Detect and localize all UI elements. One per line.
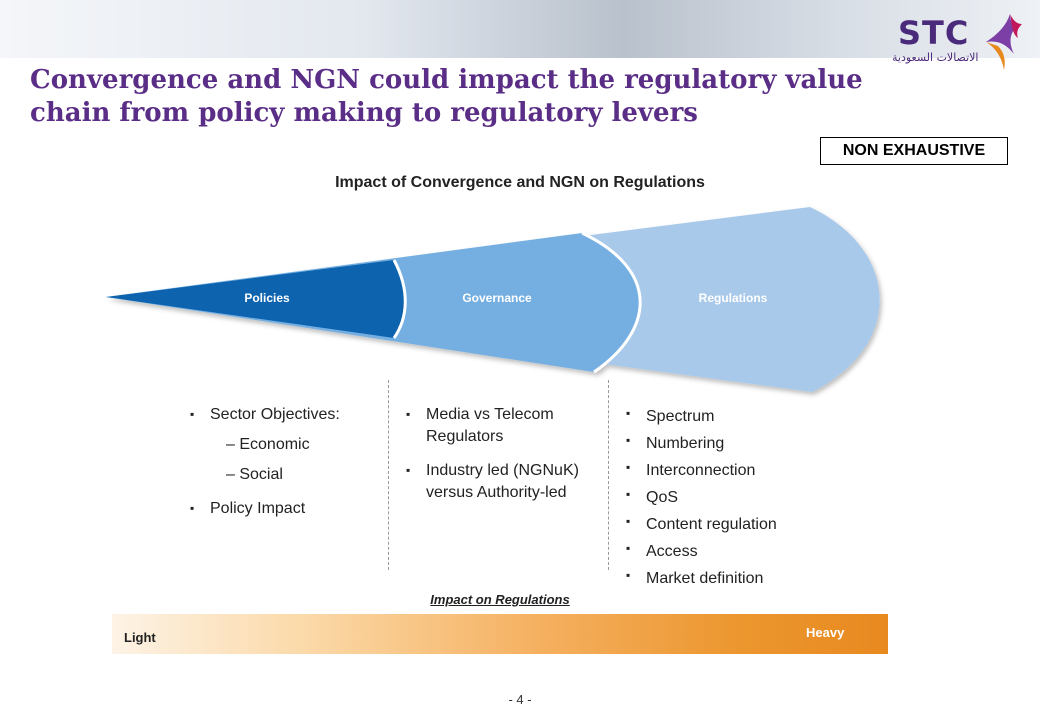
column-divider-1	[388, 380, 389, 570]
square-bullet-icon: ▪	[626, 514, 631, 528]
list-item: ▪ Media vs Telecom Regulators	[406, 406, 554, 445]
page-number: - 4 -	[508, 692, 532, 707]
list-item: ▪ Access	[626, 538, 826, 565]
segment-label-regulations: Regulations	[699, 291, 768, 305]
regulations-column: ▪ Spectrum ▪ Numbering ▪ Interconnection ▪ Q…	[626, 403, 826, 592]
diagram-title: Impact of Convergence and NGN on Regulat…	[335, 174, 705, 191]
impact-gradient-bar	[112, 614, 888, 654]
policies-column: ▪ Sector Objectives: – Economic – Social …	[190, 404, 370, 520]
logo-arabic-text: الاتصالات السعودية	[892, 51, 979, 64]
list-item: ▪ Content regulation	[626, 511, 826, 538]
list-item: ▪ Interconnection	[626, 457, 826, 484]
logo-text: STC	[898, 14, 970, 52]
square-bullet-icon: ▪	[190, 407, 195, 421]
segment-label-policies: Policies	[244, 291, 290, 305]
square-bullet-icon: ▪	[626, 433, 631, 447]
list-item: ▪ Policy Impact	[190, 500, 306, 517]
non-exhaustive-badge: NON EXHAUSTIVE	[820, 137, 1008, 165]
header-bar	[0, 0, 1040, 58]
square-bullet-icon: ▪	[626, 406, 631, 420]
square-bullet-icon: ▪	[626, 460, 631, 474]
list-item: ▪ QoS	[626, 484, 826, 511]
square-bullet-icon: ▪	[626, 541, 631, 555]
impact-scale-label: Impact on Regulations	[430, 592, 570, 607]
policies-segment	[106, 260, 406, 338]
square-bullet-icon: ▪	[626, 568, 631, 582]
list-item: ▪ Numbering	[626, 430, 826, 457]
stc-logo: STC الاتصالات السعودية	[892, 12, 1032, 70]
list-item: ▪ Market definition	[626, 565, 826, 592]
impact-light-label: Light	[124, 630, 156, 645]
stc-star-icon	[986, 14, 1022, 70]
list-item: ▪ Spectrum	[626, 403, 826, 430]
page-title: Convergence and NGN could impact the reg…	[30, 65, 863, 128]
square-bullet-icon: ▪	[190, 501, 195, 515]
column-divider-2	[608, 380, 609, 570]
square-bullet-icon: ▪	[626, 487, 631, 501]
impact-heavy-label: Heavy	[806, 625, 845, 640]
list-subitem: – Economic	[226, 436, 310, 453]
list-item: ▪ Industry led (NGNuK) versus Authority-l…	[406, 462, 579, 501]
list-subitem: – Social	[226, 466, 283, 483]
list-item: ▪ Sector Objectives:	[190, 406, 340, 423]
square-bullet-icon: ▪	[406, 407, 411, 421]
segment-label-governance: Governance	[462, 291, 532, 305]
square-bullet-icon: ▪	[406, 463, 411, 477]
governance-column: ▪ Media vs Telecom Regulators ▪ Industry l…	[406, 404, 596, 504]
